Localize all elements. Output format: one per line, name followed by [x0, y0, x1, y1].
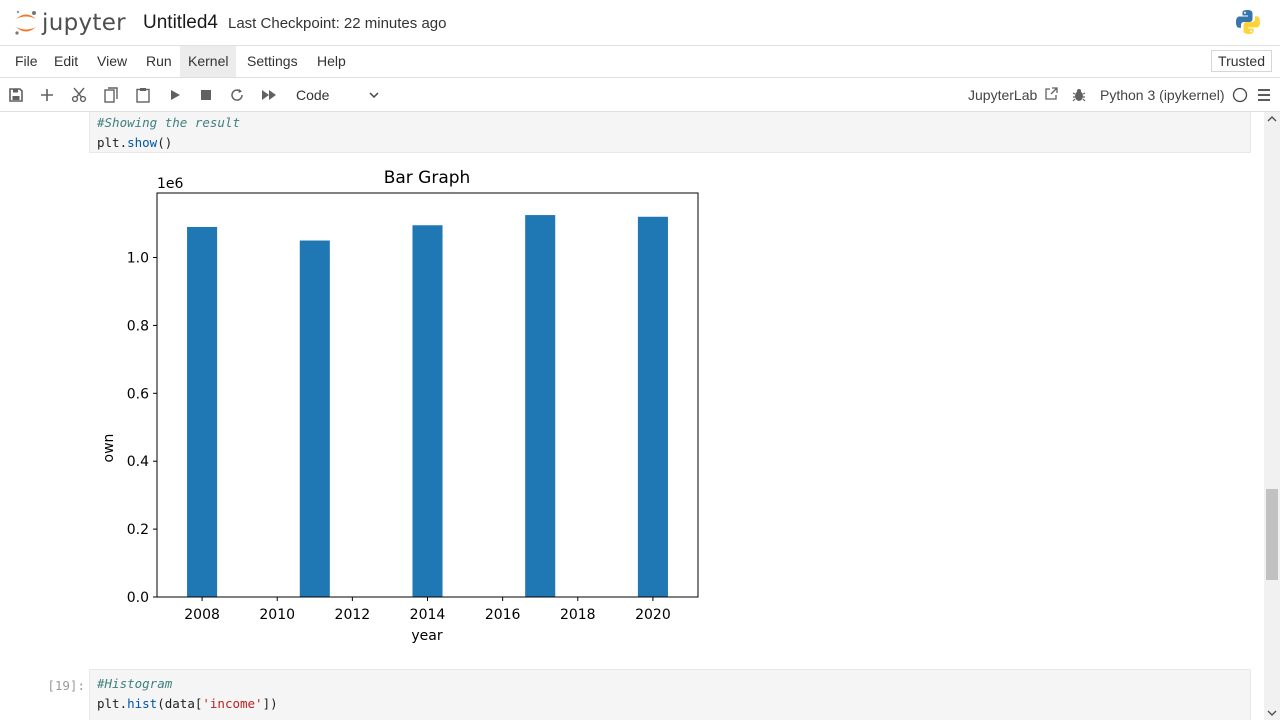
menu-settings[interactable]: Settings	[247, 53, 298, 69]
cut-icon[interactable]	[69, 85, 89, 105]
code-cell-show[interactable]: #Showing the result plt.show()	[89, 112, 1251, 153]
code-cell-histogram[interactable]: #Histogram plt.hist(data['income'])	[89, 669, 1251, 720]
x-tick-label: 2012	[335, 607, 371, 623]
x-tick-label: 2010	[259, 607, 295, 623]
x-tick-label: 2014	[410, 607, 446, 623]
trusted-indicator[interactable]: Trusted	[1211, 50, 1272, 72]
bar-2017	[525, 215, 556, 597]
checkpoint-status: Last Checkpoint: 22 minutes ago	[228, 15, 447, 32]
save-icon[interactable]	[6, 85, 26, 105]
bar-chart-svg: Bar Graph 1e6 year own 2008 2010 2012 2014 2…	[101, 168, 699, 644]
restart-icon[interactable]	[227, 85, 247, 105]
jupyter-logo-icon	[15, 10, 36, 35]
y-tick-label: 1.0	[127, 251, 149, 267]
add-cell-icon[interactable]	[37, 85, 57, 105]
scrollbar-thumb[interactable]	[1266, 489, 1278, 580]
vertical-scrollbar[interactable]	[1264, 112, 1280, 720]
y-axis-label: own	[101, 434, 117, 463]
menu-kernel[interactable]: Kernel	[180, 46, 237, 77]
x-tick-label: 2020	[635, 607, 671, 623]
debugger-icon[interactable]	[1072, 88, 1086, 107]
stop-icon[interactable]	[196, 85, 216, 105]
kernel-name[interactable]: Python 3 (ipykernel)	[1100, 87, 1225, 103]
top-header: jupyter Untitled4 Last Checkpoint: 22 mi…	[0, 0, 1280, 46]
code-args-close: ])	[262, 696, 278, 711]
code-string: 'income'	[202, 696, 263, 711]
code-args: ()	[157, 135, 173, 150]
y-tick-label: 0.2	[127, 522, 149, 538]
cell-type-select[interactable]: Code	[288, 84, 384, 106]
y-tick-label: 0.6	[127, 386, 149, 402]
paste-icon[interactable]	[133, 85, 153, 105]
x-tick-label: 2018	[560, 607, 596, 623]
menu-bar: File Edit View Run Kernel Settings Help …	[0, 46, 1280, 78]
x-axis-label: year	[411, 628, 442, 644]
code-obj: plt	[97, 135, 120, 150]
kernel-status-icon	[1232, 87, 1248, 108]
menu-icon[interactable]	[1257, 88, 1271, 107]
cell-prompt: [19]:	[47, 678, 85, 693]
menu-file[interactable]: File	[15, 53, 38, 69]
x-tick-label: 2008	[184, 607, 220, 623]
run-icon[interactable]	[165, 85, 185, 105]
scroll-up-icon[interactable]	[1264, 112, 1280, 126]
jupyterlab-link-label: JupyterLab	[968, 87, 1038, 103]
y-tick-label: 0.8	[127, 318, 149, 334]
code-obj: plt	[97, 696, 120, 711]
bar-2011	[299, 240, 330, 597]
jupyter-logo[interactable]: jupyter	[14, 7, 126, 39]
chevron-down-icon	[368, 84, 380, 112]
jupyterlab-link[interactable]: JupyterLab	[968, 87, 1058, 103]
bar-2008	[187, 226, 218, 597]
cell-type-value: Code	[296, 87, 330, 103]
logo-text: jupyter	[42, 10, 126, 36]
bar-chart-output: Bar Graph 1e6 year own 2008 2010 2012 2014 2…	[96, 160, 716, 655]
fast-forward-icon[interactable]	[259, 85, 279, 105]
code-fn: show	[127, 135, 158, 150]
code-args-open: (data[	[157, 696, 203, 711]
copy-icon[interactable]	[101, 85, 121, 105]
bar-2020	[637, 216, 668, 597]
y-multiplier-label: 1e6	[157, 176, 184, 192]
menu-view[interactable]: View	[97, 53, 128, 69]
scroll-down-icon[interactable]	[1264, 706, 1280, 720]
code-comment: #Showing the result	[97, 115, 240, 130]
notebook-title[interactable]: Untitled4	[143, 12, 218, 33]
notebook-content[interactable]: #Showing the result plt.show() Bar Graph…	[0, 112, 1264, 720]
code-comment: #Histogram	[97, 676, 173, 691]
x-tick-label: 2016	[485, 607, 521, 623]
external-link-icon	[1045, 87, 1058, 100]
python-logo-icon	[1234, 8, 1262, 41]
menu-edit[interactable]: Edit	[54, 53, 79, 69]
plot-frame	[156, 192, 699, 598]
notebook-toolbar: Code JupyterLab Python 3 (ipykernel)	[0, 79, 1280, 112]
y-tick-label: 0.4	[127, 454, 149, 470]
bar-2014	[412, 225, 443, 597]
y-tick-label: 0.0	[127, 590, 149, 606]
menu-help[interactable]: Help	[317, 53, 346, 69]
menu-run[interactable]: Run	[146, 53, 172, 69]
chart-title: Bar Graph	[384, 168, 471, 188]
code-fn: hist	[127, 696, 158, 711]
